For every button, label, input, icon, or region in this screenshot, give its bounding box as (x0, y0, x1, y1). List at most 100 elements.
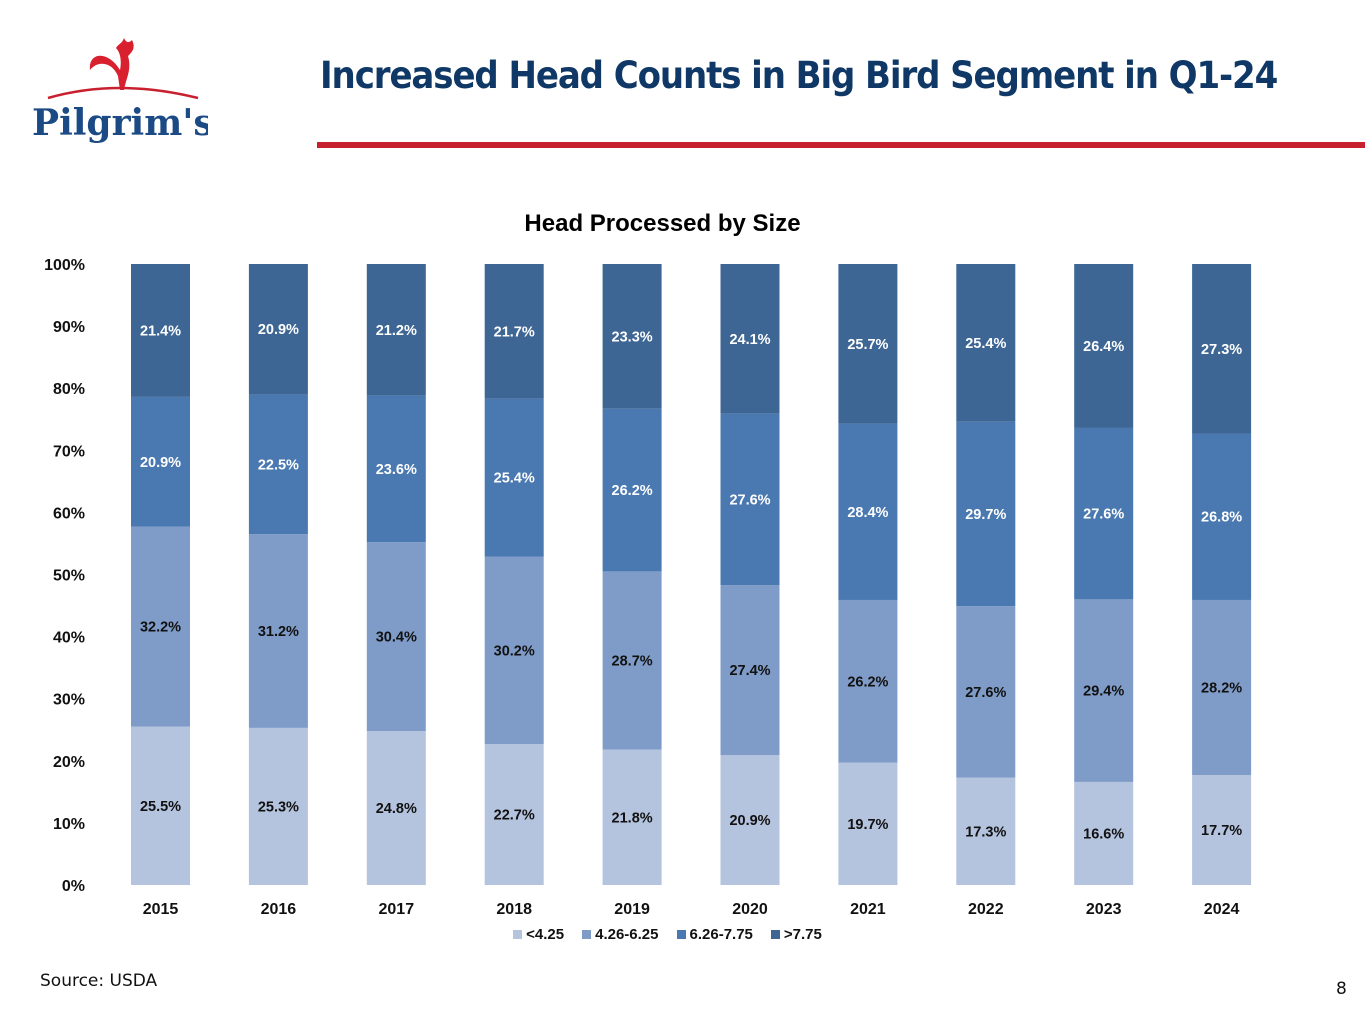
bar-segment (248, 727, 308, 885)
logo-wordmark: Pilgrim's (32, 102, 208, 144)
bar-segment (956, 606, 1016, 778)
data-label: 29.7% (965, 507, 1006, 523)
data-label: 25.4% (965, 336, 1006, 352)
bar-segment (366, 730, 426, 885)
y-tick-label: 10% (53, 816, 85, 833)
bar-segment (248, 264, 308, 395)
y-tick-label: 100% (44, 257, 85, 274)
bar-segment (366, 542, 426, 731)
chart-legend: <4.25 4.26-6.25 6.26-7.75 >7.75 (0, 926, 1335, 943)
legend-label: >7.75 (783, 926, 822, 943)
y-tick-label: 20% (53, 754, 85, 771)
legend-item: 6.26-7.75 (676, 926, 753, 943)
bar-segment (1192, 433, 1252, 600)
legend-swatch (513, 930, 523, 939)
data-label: 27.3% (1201, 342, 1242, 358)
bar-segment (1074, 427, 1134, 600)
bar-segment (602, 264, 662, 409)
x-tick-label: 2016 (261, 901, 297, 918)
data-label: 17.3% (965, 824, 1006, 840)
pilgrims-logo: Pilgrim's (28, 30, 214, 145)
y-tick-label: 80% (53, 381, 85, 398)
bar-segment (720, 585, 780, 756)
legend-item: <4.25 (513, 926, 564, 943)
data-label: 22.7% (494, 808, 535, 824)
legend-swatch (582, 930, 592, 939)
data-label: 25.3% (258, 799, 299, 815)
bar-segment (484, 556, 544, 745)
bar-segment (366, 264, 426, 396)
bar-segment (131, 726, 190, 885)
x-tick-label: 2022 (968, 901, 1004, 918)
data-label: 26.4% (1083, 339, 1124, 355)
bar-segment (131, 396, 190, 527)
x-tick-label: 2019 (614, 901, 650, 918)
rooster-icon: Pilgrim's (32, 38, 214, 144)
data-label: 28.7% (612, 654, 653, 670)
data-label: 25.7% (847, 337, 888, 353)
data-label: 27.4% (729, 663, 770, 679)
bar-segment (1192, 599, 1252, 776)
bar-segment (248, 534, 308, 728)
data-label: 25.4% (494, 471, 535, 487)
data-label: 21.4% (140, 323, 181, 339)
data-label: 26.2% (612, 483, 653, 499)
data-label: 27.6% (729, 492, 770, 508)
bar-segment (1074, 599, 1134, 782)
bar-segment (1192, 775, 1252, 885)
bar-segment (248, 394, 308, 535)
data-label: 31.2% (258, 624, 299, 640)
slide-title: Increased Head Counts in Big Bird Segmen… (320, 54, 1278, 97)
data-label: 22.5% (258, 457, 299, 473)
bar-segment (602, 571, 662, 750)
bar-segment (484, 398, 544, 557)
bar-segment (838, 762, 898, 885)
bar-segment (602, 749, 662, 885)
legend-item: 4.26-6.25 (582, 926, 659, 943)
bar-segment (131, 526, 190, 727)
x-tick-label: 2020 (732, 901, 768, 918)
data-label: 25.5% (140, 799, 181, 815)
data-label: 23.3% (612, 329, 653, 345)
y-tick-label: 30% (53, 692, 85, 709)
bar-segment (720, 264, 780, 414)
data-label: 30.4% (376, 630, 417, 646)
data-label: 21.2% (376, 323, 417, 339)
bar-segment (720, 755, 780, 885)
x-tick-label: 2021 (850, 901, 886, 918)
chart-title: Head Processed by Size (524, 210, 801, 237)
data-label: 24.8% (376, 801, 417, 817)
x-tick-label: 2024 (1204, 901, 1240, 918)
data-label: 27.6% (1083, 507, 1124, 523)
bar-segment (838, 599, 898, 763)
bar-segment (1074, 781, 1134, 885)
bar-segment (1074, 264, 1134, 428)
legend-label: 4.26-6.25 (595, 926, 659, 943)
legend-label: <4.25 (526, 926, 565, 943)
bar-segment (1192, 264, 1252, 434)
data-label: 17.7% (1201, 823, 1242, 839)
bar-segment (956, 777, 1016, 885)
y-tick-label: 50% (53, 568, 85, 585)
y-tick-label: 70% (53, 443, 85, 460)
data-label: 23.6% (376, 462, 417, 478)
data-label: 26.8% (1201, 510, 1242, 526)
y-tick-label: 0% (62, 878, 85, 895)
x-tick-label: 2015 (143, 901, 179, 918)
bar-segment (838, 264, 898, 424)
bar-segment (484, 264, 544, 399)
legend-label: 6.26-7.75 (689, 926, 753, 943)
y-tick-label: 60% (53, 505, 85, 522)
bar-segment (366, 395, 426, 543)
data-label: 28.4% (847, 505, 888, 521)
data-label: 20.9% (729, 813, 770, 829)
data-label: 29.4% (1083, 684, 1124, 700)
stacked-bar-chart: 0% 10% 20% 30% 40% 50% 60% 70% 80% 90% 100% 25.5% 32… (44, 257, 1252, 918)
y-tick-label: 40% (53, 630, 85, 647)
legend-swatch (676, 930, 686, 939)
legend-swatch (770, 930, 780, 939)
data-label: 26.2% (847, 674, 888, 690)
source-note: Source: USDA (40, 971, 158, 991)
bar-segment (131, 264, 190, 397)
legend-item: >7.75 (770, 926, 822, 943)
